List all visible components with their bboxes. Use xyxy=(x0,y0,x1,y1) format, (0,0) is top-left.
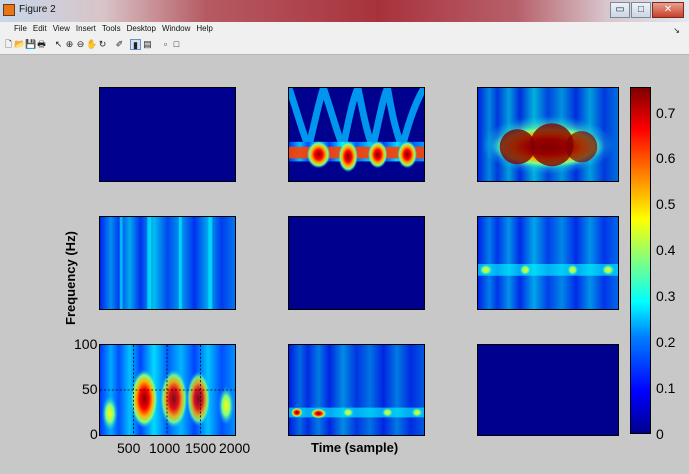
spectrogram-panel-3-1 xyxy=(99,344,236,436)
save-icon[interactable]: 💾 xyxy=(25,39,37,49)
insert-legend-icon[interactable]: ▤ xyxy=(143,39,152,49)
menu-tools[interactable]: Tools xyxy=(101,24,121,33)
edit-plot-arrow-icon[interactable]: ↖ xyxy=(54,39,63,49)
spectrogram-panel-3-2 xyxy=(288,344,425,436)
show-plot-tools-icon[interactable]: □ xyxy=(173,39,180,49)
zoom-in-icon[interactable]: ⊕ xyxy=(65,39,74,49)
print-icon[interactable]: 🖶 xyxy=(37,39,46,49)
y-tick-label: 100 xyxy=(74,336,98,352)
spectrogram-panel-2-1 xyxy=(99,216,236,310)
window-controls: ▭ □ ✕ xyxy=(610,2,684,18)
menu-view[interactable]: View xyxy=(52,24,70,33)
pan-hand-icon[interactable]: ✋ xyxy=(86,39,98,49)
spectrogram-panel-2-3 xyxy=(477,216,619,310)
colorbar-tick-label: 0.1 xyxy=(656,380,676,396)
menu-file[interactable]: File xyxy=(14,24,27,33)
data-cursor-icon[interactable]: ✐ xyxy=(115,39,124,49)
maximize-button[interactable]: □ xyxy=(631,2,651,18)
colorbar-tick-label: 0.6 xyxy=(656,150,676,166)
colorbar-tick-label: 0 xyxy=(656,426,664,442)
y-axis-label: Frequency (Hz) xyxy=(63,231,78,325)
x-tick-label: 1000 xyxy=(149,440,181,456)
x-tick-label: 2000 xyxy=(219,440,251,456)
x-tick-label: 1500 xyxy=(185,440,217,456)
spectrogram-panel-3-3 xyxy=(477,344,619,436)
menu-help[interactable]: Help xyxy=(196,24,213,33)
rotate-3d-icon[interactable]: ↻ xyxy=(98,39,107,49)
matlab-figure-icon xyxy=(3,4,15,16)
insert-colorbar-icon[interactable]: ▮ xyxy=(130,39,141,50)
figure-toolbar: 🗋 📂 💾 🖶 ↖ ⊕ ⊖ ✋ ↻ ✐ ▮ ▤ ▫ □ xyxy=(0,37,689,55)
menu-bar: File Edit View Insert Tools Desktop Window Help… xyxy=(0,22,689,37)
open-file-icon[interactable]: 📂 xyxy=(14,39,26,49)
spectrogram-panel-1-1 xyxy=(99,87,236,182)
window-title: Figure 2 xyxy=(19,4,56,15)
menu-desktop[interactable]: Desktop xyxy=(126,24,156,33)
new-figure-icon[interactable]: 🗋 xyxy=(4,39,13,49)
colorbar-tick-label: 0.7 xyxy=(656,105,676,121)
dock-figure-icon[interactable]: ↘ xyxy=(673,26,680,35)
colorbar xyxy=(630,87,651,434)
hide-plot-tools-icon[interactable]: ▫ xyxy=(163,39,168,49)
menu-insert[interactable]: Insert xyxy=(75,24,96,33)
colorbar-tick-label: 0.3 xyxy=(656,288,676,304)
zoom-out-icon[interactable]: ⊖ xyxy=(76,39,85,49)
colorbar-tick-label: 0.5 xyxy=(656,196,676,212)
x-axis-label: Time (sample) xyxy=(311,440,399,455)
minimize-button[interactable]: ▭ xyxy=(610,2,630,18)
colorbar-tick-label: 0.2 xyxy=(656,334,676,350)
colorbar-tick-label: 0.4 xyxy=(656,242,676,258)
menu-edit[interactable]: Edit xyxy=(32,24,47,33)
spectrogram-panel-1-3 xyxy=(477,87,619,182)
close-button[interactable]: ✕ xyxy=(652,2,684,18)
x-tick-label: 500 xyxy=(117,440,141,456)
spectrogram-panel-1-2 xyxy=(288,87,425,182)
window-titlebar[interactable]: Figure 2 ▭ □ ✕ xyxy=(0,0,689,23)
menu-window[interactable]: Window xyxy=(161,24,191,33)
y-tick-label: 50 xyxy=(82,381,98,397)
y-tick-label: 0 xyxy=(90,426,98,442)
spectrogram-panel-2-2 xyxy=(288,216,425,310)
